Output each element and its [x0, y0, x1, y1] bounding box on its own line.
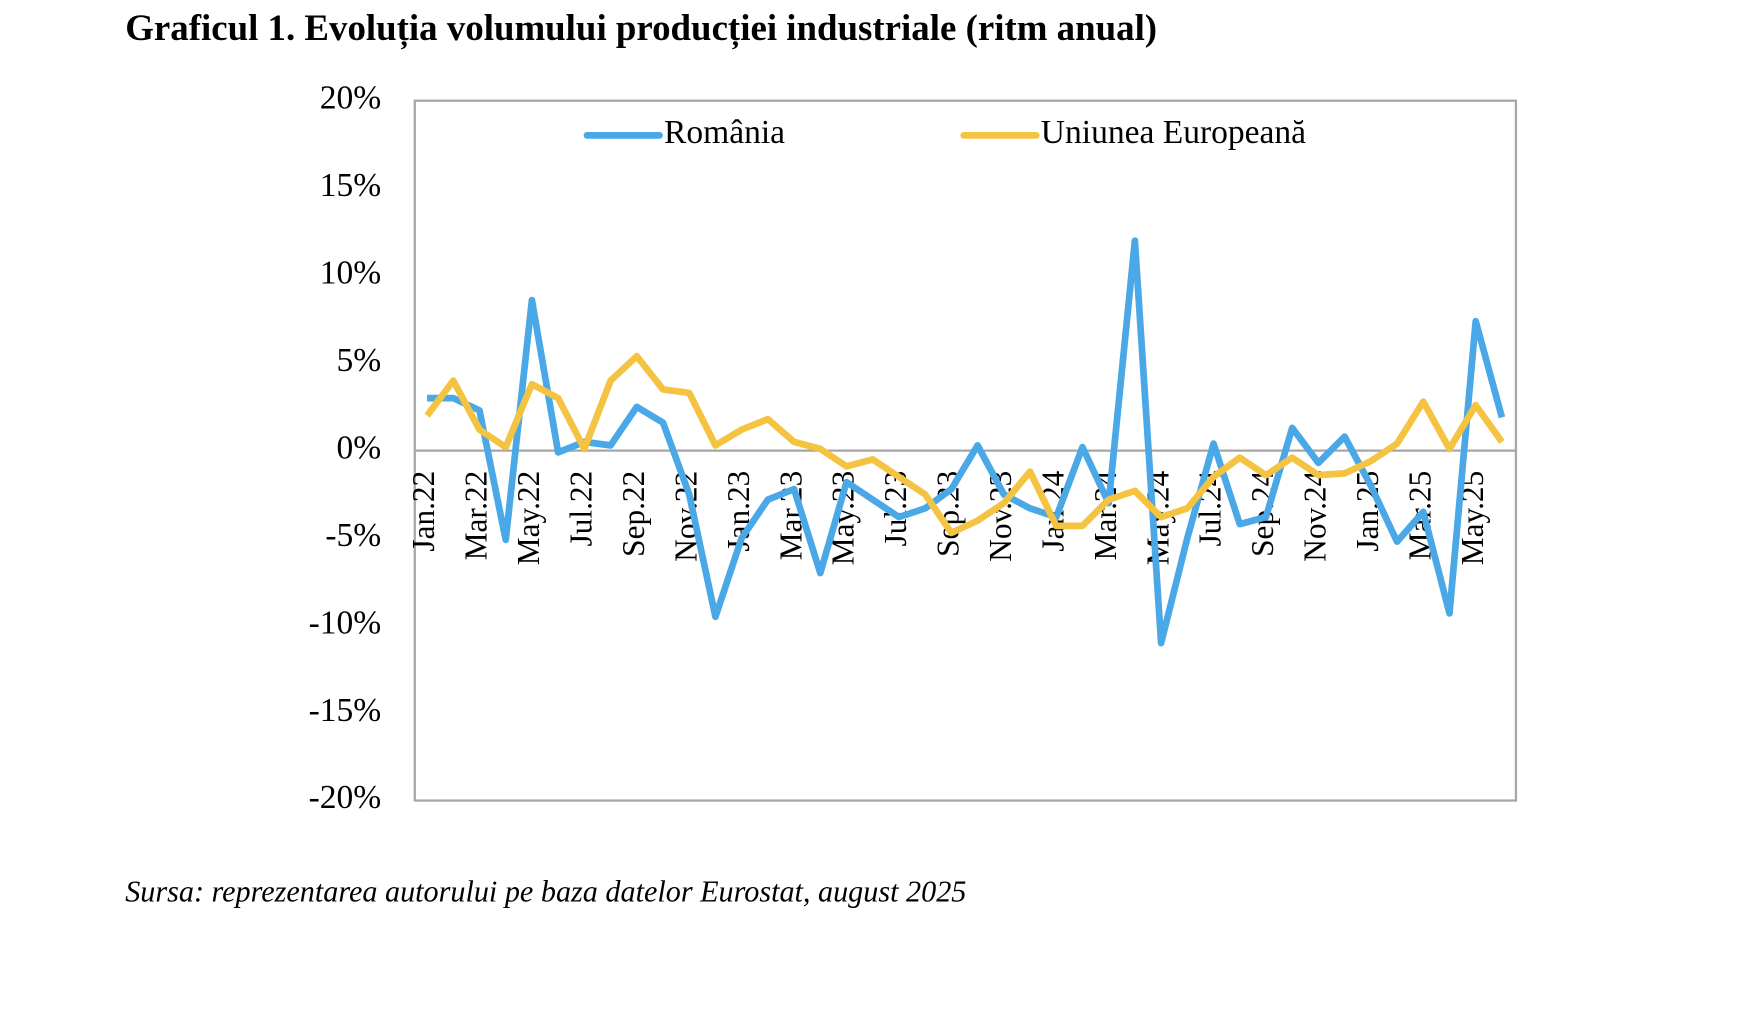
legend-label: România [664, 114, 785, 151]
x-tick-label: Sep.22 [616, 471, 651, 557]
series-line [427, 237, 1506, 647]
x-tick-label: Jan.22 [406, 471, 441, 552]
y-tick-label: 5% [337, 342, 382, 379]
series-line [424, 352, 1505, 537]
x-tick-label: Nov.24 [1298, 470, 1333, 561]
y-tick-label: 10% [320, 254, 381, 291]
y-tick-label: -20% [309, 779, 382, 816]
legend-label: Uniunea Europeană [1041, 114, 1306, 151]
y-tick-label: -10% [309, 604, 382, 641]
source-note: Sursa: reprezentarea autorului pe baza d… [125, 874, 966, 908]
x-tick-label: Jul.22 [564, 471, 599, 547]
y-tick-label: 15% [320, 167, 381, 204]
y-tick-label: 20% [320, 79, 381, 116]
x-tick-label: Mar.22 [459, 471, 494, 561]
chart-title: Graficul 1. Evoluția volumului producție… [125, 7, 1157, 50]
y-tick-label: 0% [337, 429, 382, 466]
y-tick-label: -5% [325, 517, 381, 554]
x-tick-label: May.22 [511, 471, 546, 565]
y-tick-label: -15% [309, 692, 382, 729]
